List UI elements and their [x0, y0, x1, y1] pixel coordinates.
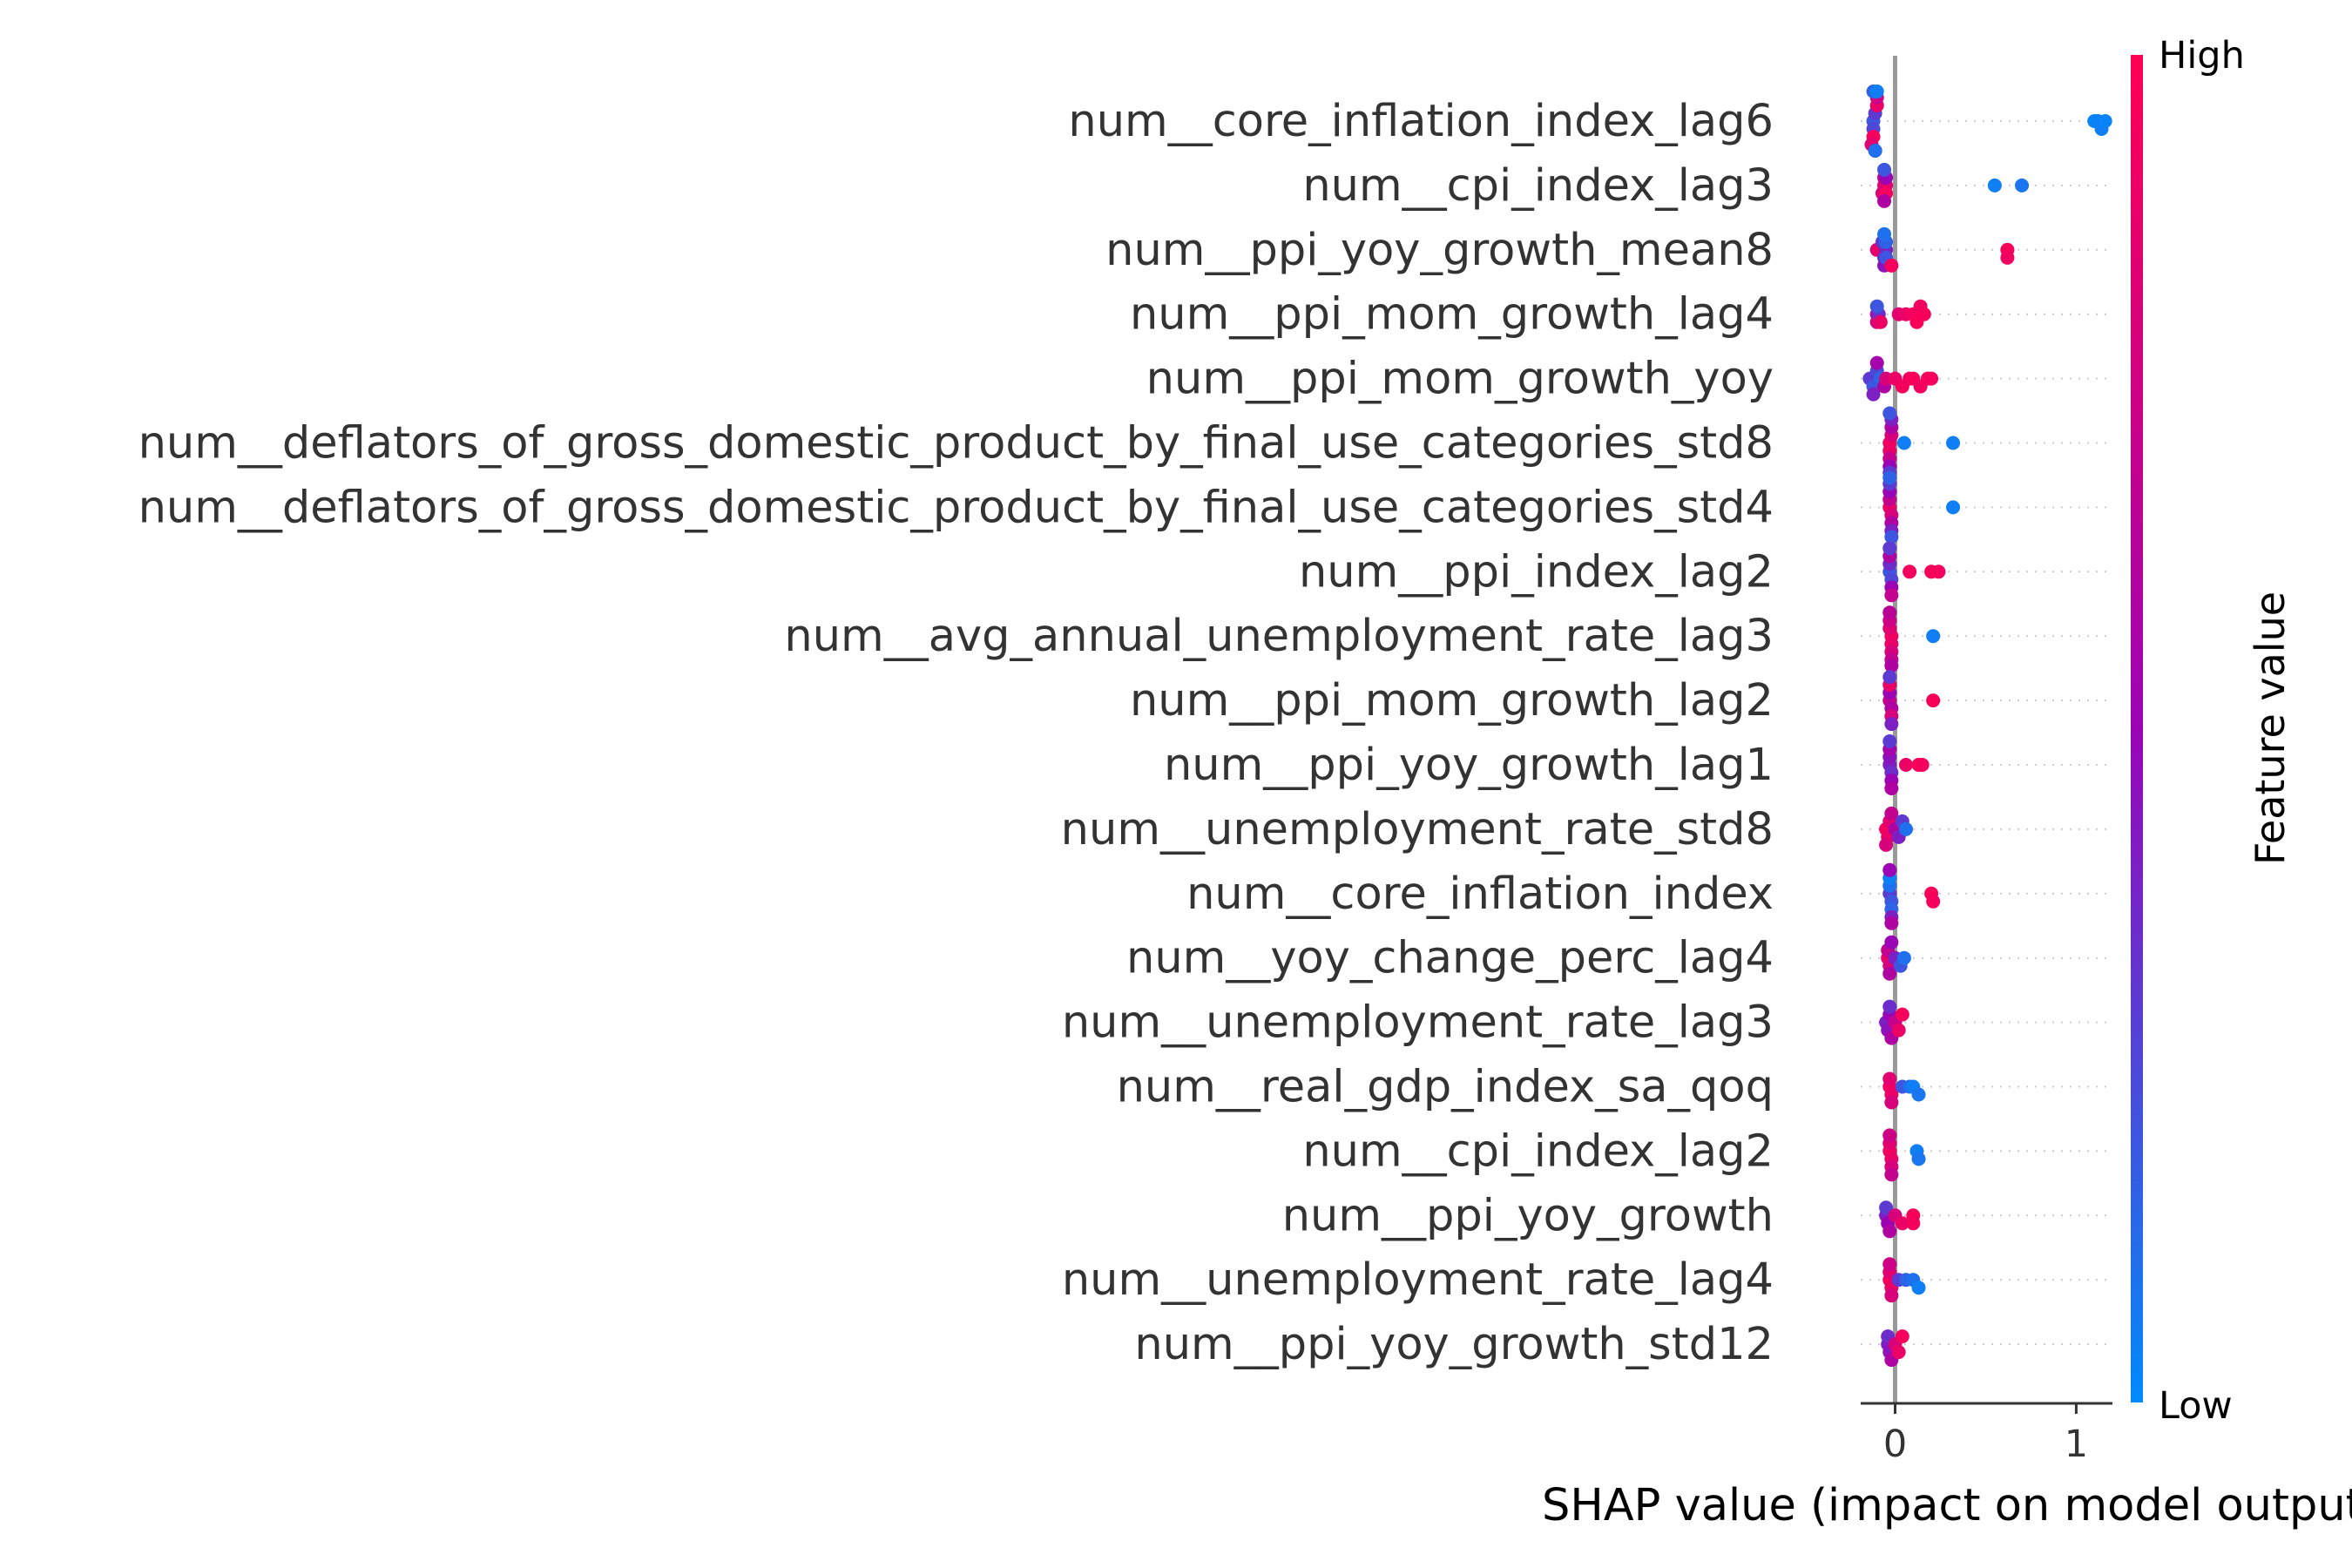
shap-point	[1895, 1329, 1909, 1344]
shap-point	[2000, 250, 2015, 265]
shap-point	[1882, 1071, 1897, 1086]
shap-point	[1911, 1087, 1926, 1102]
shap-point	[1882, 541, 1897, 556]
shap-point	[2015, 178, 2030, 193]
colorbar: High Low Feature value	[2131, 34, 2294, 1428]
shap-point	[1884, 1288, 1899, 1303]
row-guide-layer	[1861, 120, 2112, 1346]
colorbar-high-label: High	[2159, 34, 2245, 78]
feature-label: num__ppi_mom_growth_lag2	[1130, 675, 1774, 727]
x-axis-title: SHAP value (impact on model output)	[1542, 1480, 2352, 1531]
feature-label: num__ppi_mom_growth_lag4	[1130, 289, 1774, 341]
shap-point	[1882, 605, 1897, 620]
shap-point	[1882, 999, 1897, 1014]
feature-label: num__cpi_index_lag2	[1302, 1125, 1774, 1177]
shap-point	[1869, 84, 1884, 98]
colorbar-gradient	[2131, 55, 2143, 1402]
points-layer	[1862, 84, 2112, 1368]
feature-label: num__yoy_change_perc_lag4	[1126, 933, 1774, 984]
shap-point	[1916, 307, 1931, 321]
feature-label: num__avg_annual_unemployment_rate_lag3	[784, 611, 1774, 662]
shap-point	[1877, 193, 1892, 208]
shap-point	[1924, 371, 1939, 386]
shap-point	[1882, 734, 1897, 748]
shap-point	[1868, 144, 1882, 158]
shap-point	[1884, 659, 1899, 673]
feature-label: num__real_gdp_index_sa_qoq	[1117, 1062, 1774, 1113]
shap-point	[1882, 1224, 1897, 1239]
shap-point	[1877, 162, 1892, 177]
shap-point	[1884, 916, 1899, 930]
shap-point	[1931, 564, 1946, 579]
shap-point	[1896, 436, 1911, 450]
feature-label: num__deflators_of_gross_domestic_product…	[139, 418, 1774, 470]
shap-point	[1911, 1281, 1926, 1295]
feature-label: num__deflators_of_gross_domestic_product…	[139, 482, 1774, 533]
shap-point	[1869, 355, 1884, 370]
shap-point	[1898, 821, 1913, 836]
shap-point	[1906, 1216, 1921, 1231]
feature-labels: num__core_inflation_index_lag6 num__cpi_i…	[139, 96, 1774, 1370]
shap-point	[1946, 436, 1961, 450]
shap-point	[1884, 1095, 1899, 1110]
shap-point	[1895, 1216, 1909, 1231]
shap-point	[1879, 837, 1894, 852]
colorbar-low-label: Low	[2159, 1384, 2233, 1428]
shap-point	[1866, 387, 1881, 402]
shap-point	[1884, 258, 1899, 273]
shap-point	[1926, 894, 1941, 909]
shap-point	[1987, 178, 2002, 193]
shap-point	[1877, 226, 1892, 241]
shap-point	[1926, 693, 1941, 708]
shap-point	[1882, 406, 1897, 421]
shap-point	[1915, 758, 1930, 772]
feature-label: num__ppi_index_lag2	[1299, 546, 1774, 598]
shap-point	[1884, 1167, 1899, 1182]
shap-point	[1882, 966, 1897, 981]
x-tick-label: 1	[2065, 1423, 2088, 1466]
shap-point	[1926, 629, 1941, 644]
shap-point	[1884, 530, 1899, 544]
shap-point	[1911, 1152, 1926, 1166]
shap-point	[1882, 470, 1897, 485]
shap-point	[1903, 564, 1917, 579]
shap-point	[1895, 1007, 1909, 1022]
feature-label: num__ppi_yoy_growth_lag1	[1164, 740, 1774, 791]
shap-point	[2098, 114, 2112, 128]
feature-label: num__ppi_yoy_growth	[1282, 1190, 1774, 1241]
shap-point	[1946, 500, 1961, 515]
shap-point	[1882, 1128, 1897, 1143]
shap-point	[1884, 717, 1899, 732]
shap-point	[1879, 1200, 1894, 1215]
feature-label: num__unemployment_rate_lag4	[1062, 1254, 1774, 1306]
feature-label: num__unemployment_rate_std8	[1061, 804, 1774, 855]
feature-label: num__cpi_index_lag3	[1302, 160, 1774, 212]
feature-label: num__ppi_yoy_growth_mean8	[1105, 225, 1774, 276]
shap-point	[1882, 862, 1897, 877]
shap-point	[1873, 314, 1888, 329]
x-tick-label: 0	[1883, 1423, 1907, 1466]
shap-point	[1896, 950, 1911, 965]
shap-point	[1891, 1345, 1906, 1360]
feature-label: num__unemployment_rate_lag3	[1062, 997, 1774, 1049]
shap-point	[1884, 935, 1899, 950]
shap-point	[1898, 758, 1913, 772]
feature-label: num__ppi_mom_growth_yoy	[1146, 354, 1774, 405]
shap-point	[1884, 806, 1899, 821]
colorbar-title: Feature value	[2247, 591, 2294, 865]
shap-point	[1882, 1257, 1897, 1272]
shap-point	[1891, 1023, 1906, 1037]
feature-label: num__ppi_yoy_growth_std12	[1134, 1319, 1774, 1370]
shap-point	[1884, 781, 1899, 795]
shap-point	[1882, 670, 1897, 685]
shap-point	[1884, 588, 1899, 603]
feature-label: num__core_inflation_index_lag6	[1068, 96, 1774, 147]
shap-point	[1869, 299, 1884, 314]
feature-label: num__core_inflation_index	[1186, 868, 1774, 920]
